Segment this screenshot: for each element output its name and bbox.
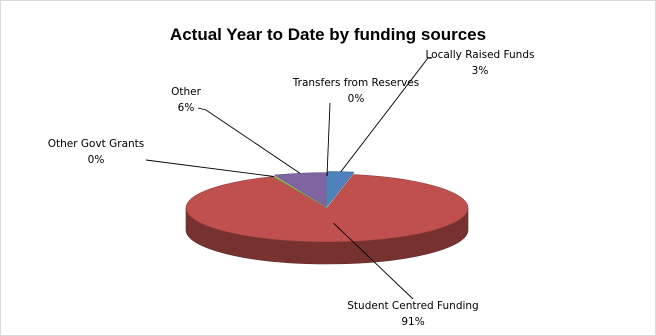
slice-other	[273, 172, 327, 208]
leader-line-student-centred-funding	[333, 222, 414, 300]
pie-top-faces	[185, 171, 469, 243]
label-other-name: Other	[171, 86, 201, 98]
leader-line-other	[197, 107, 301, 174]
label-other-govt-grants-pct: 0%	[88, 154, 105, 166]
leader-line-other-govt-grants	[145, 159, 275, 177]
label-transfers-from-reserves-pct: 0%	[348, 93, 365, 105]
leader-line-transfers-from-reserves	[326, 102, 331, 177]
leader-line-locally-raised-funds	[340, 57, 432, 172]
label-locally-raised-funds-name: Locally Raised Funds	[426, 49, 535, 61]
slice-locally-raised-funds	[327, 171, 355, 207]
label-student-centred-funding-name: Student Centred Funding	[347, 300, 478, 312]
label-other-pct: 6%	[178, 102, 195, 114]
label-locally-raised-funds-pct: 3%	[472, 65, 489, 77]
label-transfers-from-reserves-name: Transfers from Reserves	[292, 77, 419, 89]
label-other-govt-grants-name: Other Govt Grants	[48, 138, 145, 150]
label-student-centred-funding-pct: 91%	[401, 316, 424, 328]
slice-student-centred-funding	[185, 174, 469, 243]
chart-title: Actual Year to Date by funding sources	[170, 25, 486, 44]
leader-lines	[145, 57, 432, 300]
